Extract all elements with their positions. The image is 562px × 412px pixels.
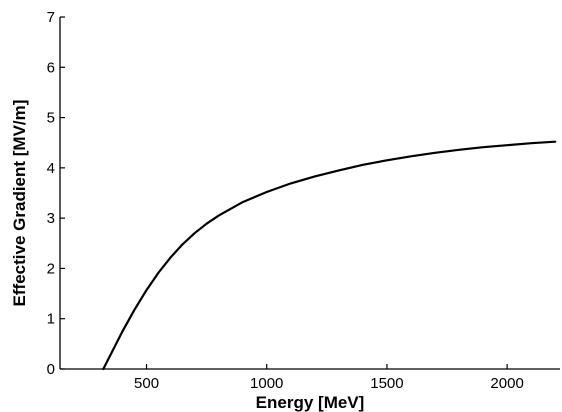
- x-tick-label-1500: 1500: [370, 375, 403, 392]
- y-tick-label-1: 1: [47, 311, 55, 328]
- x-axis-label: Energy [MeV]: [256, 393, 365, 412]
- y-ticks: 0 1 2 3 4 5 6 7: [47, 9, 65, 378]
- x-tick-label-500: 500: [134, 375, 159, 392]
- y-tick-label-0: 0: [47, 361, 55, 378]
- y-tick-label-5: 5: [47, 110, 55, 127]
- y-tick-label-4: 4: [47, 160, 55, 177]
- y-tick-label-3: 3: [47, 210, 55, 227]
- y-tick-label-6: 6: [47, 59, 55, 76]
- y-tick-label-2: 2: [47, 260, 55, 277]
- x-tick-label-1000: 1000: [250, 375, 283, 392]
- y-axis-label: Effective Gradient [MV/m]: [10, 100, 29, 307]
- x-tick-label-2000: 2000: [490, 375, 523, 392]
- axes: [59, 17, 560, 370]
- series-layer: [102, 140, 557, 371]
- x-ticks: 500 1000 1500 2000: [134, 364, 524, 392]
- series-line-0: [102, 140, 557, 371]
- y-tick-label-7: 7: [47, 9, 55, 26]
